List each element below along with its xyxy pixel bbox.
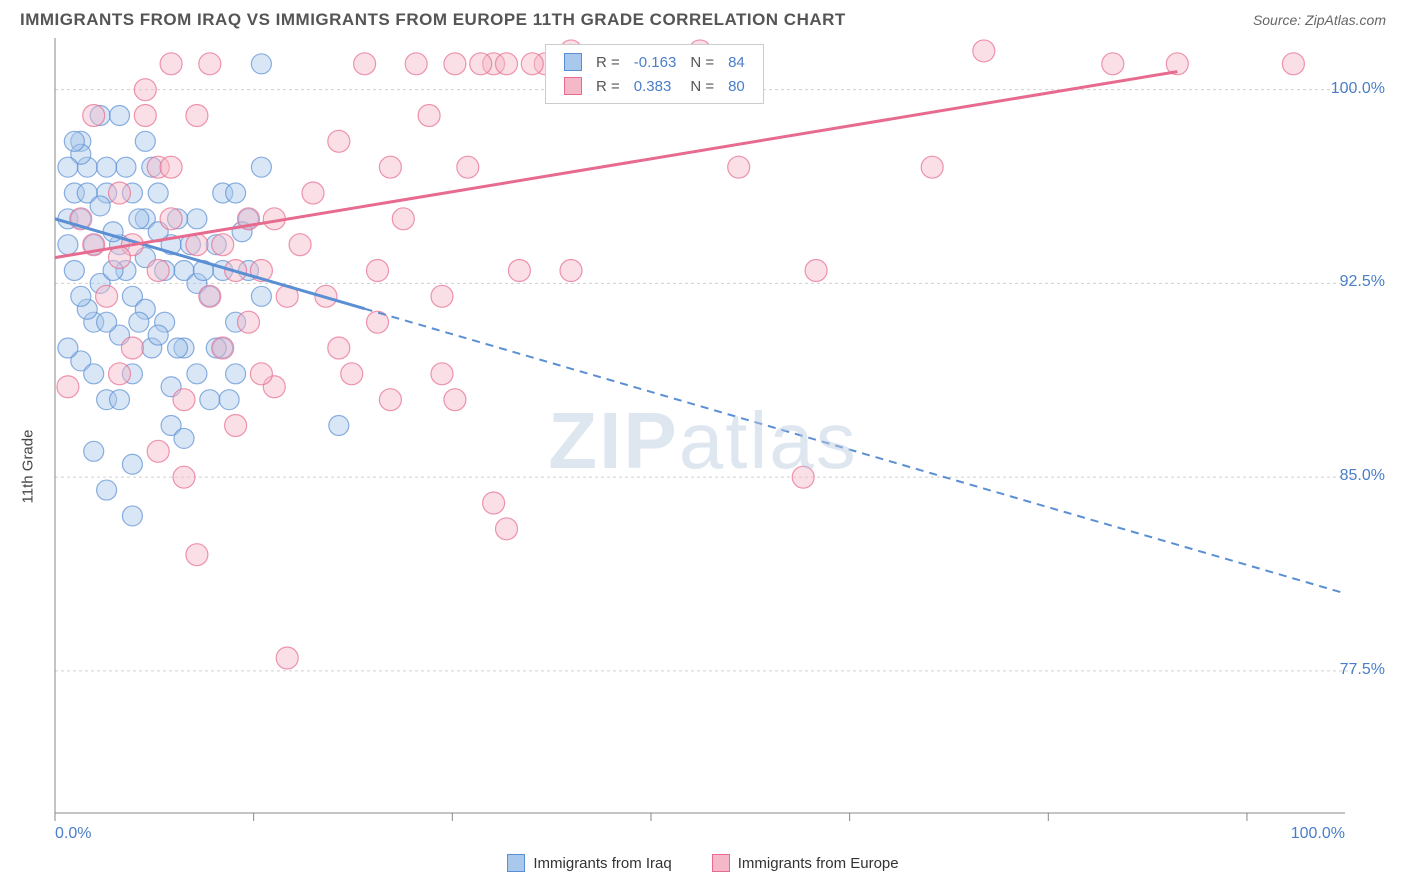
chart-title: IMMIGRANTS FROM IRAQ VS IMMIGRANTS FROM … [20, 10, 846, 30]
legend-n-value-europe: 80 [722, 75, 751, 97]
x-tick-label: 0.0% [55, 825, 91, 843]
y-tick-label: 85.0% [1295, 467, 1385, 485]
chart-header: IMMIGRANTS FROM IRAQ VS IMMIGRANTS FROM … [0, 0, 1406, 38]
legend-r-label: R = [590, 51, 626, 73]
legend-row-europe: R = 0.383 N = 80 [558, 75, 751, 97]
legend-square-europe [712, 854, 730, 872]
chart-svg [0, 38, 1406, 878]
legend-n-label: N = [684, 75, 720, 97]
correlation-legend: R = -0.163 N = 84 R = 0.383 N = 80 [545, 44, 764, 104]
bottom-legend: Immigrants from Iraq Immigrants from Eur… [0, 854, 1406, 872]
bottom-legend-label-europe: Immigrants from Europe [738, 855, 899, 872]
legend-r-value-europe: 0.383 [628, 75, 683, 97]
bottom-legend-iraq: Immigrants from Iraq [507, 854, 671, 872]
legend-row-iraq: R = -0.163 N = 84 [558, 51, 751, 73]
legend-r-label: R = [590, 75, 626, 97]
y-tick-label: 92.5% [1295, 273, 1385, 291]
bottom-legend-europe: Immigrants from Europe [712, 854, 899, 872]
y-tick-label: 100.0% [1295, 80, 1385, 98]
chart-source: Source: ZipAtlas.com [1253, 12, 1386, 28]
legend-square-europe [564, 77, 582, 95]
legend-square-iraq [564, 53, 582, 71]
x-axis-labels: 0.0% 100.0% [55, 825, 1345, 843]
bottom-legend-label-iraq: Immigrants from Iraq [533, 855, 671, 872]
legend-n-value-iraq: 84 [722, 51, 751, 73]
chart-container: 11th Grade ZIPatlas R = -0.163 N = 84 R … [0, 38, 1406, 878]
x-tick-label: 100.0% [1291, 825, 1345, 843]
legend-square-iraq [507, 854, 525, 872]
legend-r-value-iraq: -0.163 [628, 51, 683, 73]
y-tick-label: 77.5% [1295, 661, 1385, 679]
legend-n-label: N = [684, 51, 720, 73]
